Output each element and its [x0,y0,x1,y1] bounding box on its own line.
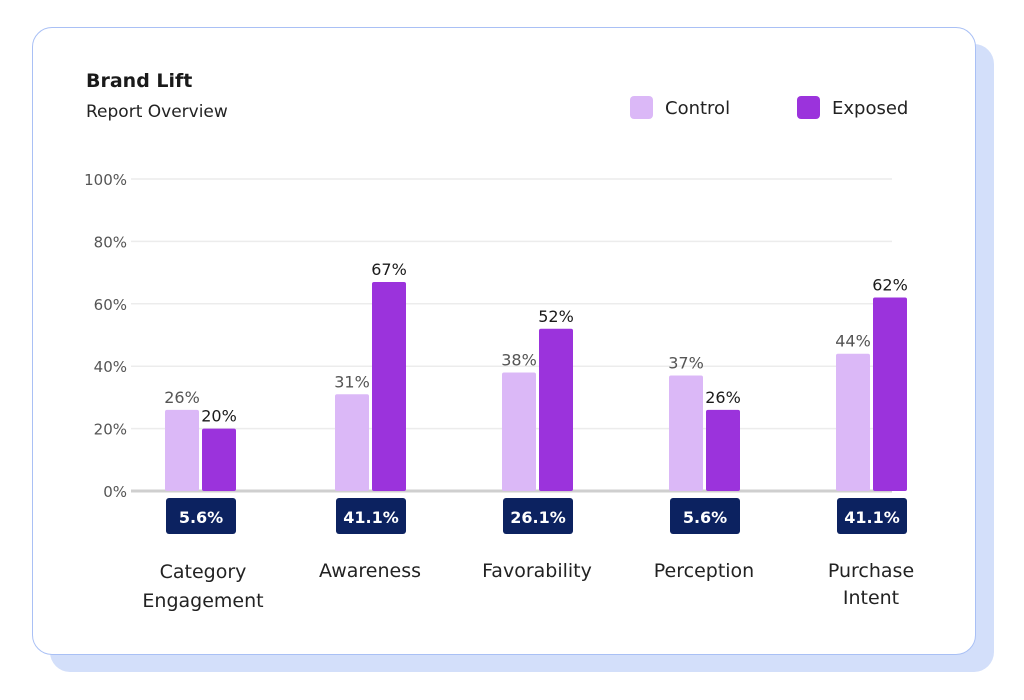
bar-exposed [873,297,907,491]
legend-swatch-exposed [797,96,820,119]
lift-badge [166,498,236,534]
grid: 0% 20% 40% 60% 80% 100% [84,171,892,501]
bar-control [836,353,870,491]
x-category-label: Perception [654,560,754,582]
x-category-label: Category [160,561,247,583]
y-tick-label: 100% [84,171,127,189]
y-tick-label: 80% [94,233,127,251]
chart-subtitle: Report Overview [86,102,228,122]
y-tick-label: 20% [94,421,127,439]
bar-control [165,409,199,491]
lift-value: 26.1% [510,508,566,527]
bar-control [669,375,703,491]
x-category-label: Intent [843,587,899,609]
y-tick-label: 40% [94,358,127,376]
x-category-label: Engagement [142,590,263,612]
data-label-exposed: 62% [872,276,908,295]
y-tick-label: 0% [103,483,127,501]
bar-exposed [202,428,236,491]
data-label-control: 38% [501,350,537,369]
bar-control [335,394,369,491]
lift-badge [336,498,406,534]
bar-exposed [706,409,740,491]
data-label-control: 26% [164,388,200,407]
legend: Control Exposed [630,96,908,119]
data-label-exposed: 52% [538,307,574,326]
bar-exposed [372,281,406,491]
x-category-label: Awareness [319,560,421,582]
bar-exposed [539,328,573,491]
legend-swatch-control [630,96,653,119]
legend-label-exposed: Exposed [832,98,908,119]
x-category-label: Favorability [482,560,592,582]
legend-label-control: Control [665,98,730,119]
data-label-exposed: 67% [371,260,407,279]
chart-title: Brand Lift [86,70,192,92]
data-label-control: 44% [835,332,871,351]
data-label-exposed: 26% [705,388,741,407]
data-label-exposed: 20% [201,407,237,426]
y-tick-label: 60% [94,296,127,314]
lift-value: 41.1% [844,508,900,527]
lift-badge [837,498,907,534]
bars: 26%20%5.6%CategoryEngagement31%67%41.1%A… [142,260,914,612]
lift-value: 5.6% [683,508,727,527]
bar-control [502,372,536,491]
chart-card [32,27,976,655]
lift-value: 5.6% [179,508,223,527]
lift-value: 41.1% [343,508,399,527]
data-label-control: 31% [334,372,370,391]
x-category-label: Purchase [828,560,914,582]
lift-badge [670,498,740,534]
lift-badge [503,498,573,534]
data-label-control: 37% [668,354,704,373]
